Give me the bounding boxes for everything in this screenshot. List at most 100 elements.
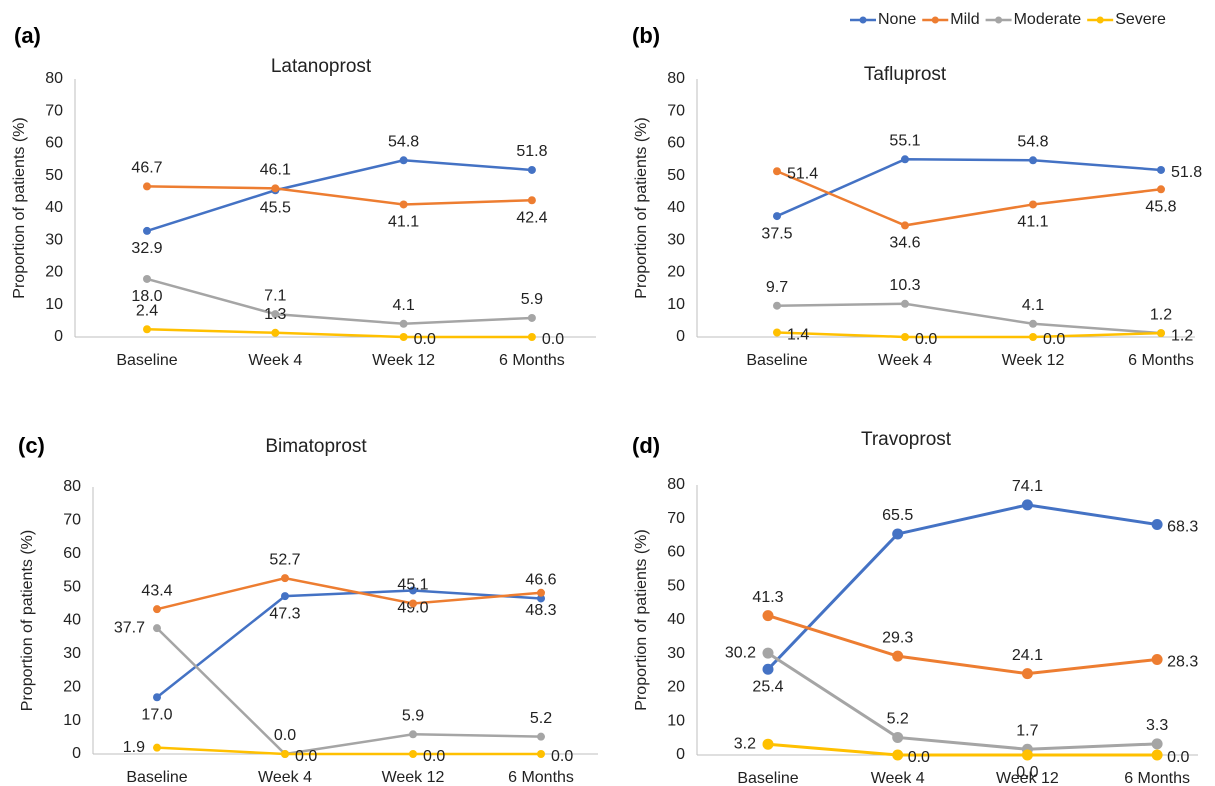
data-point xyxy=(527,165,536,174)
x-tick-label: Week 12 xyxy=(1002,352,1065,369)
y-tick-label: 0 xyxy=(676,328,685,345)
data-point xyxy=(1029,333,1037,341)
y-tick-label: 50 xyxy=(63,578,81,595)
data-label: 45.8 xyxy=(1145,199,1176,216)
data-label: 1.9 xyxy=(123,739,145,756)
chart-title: Tafluprost xyxy=(864,64,947,85)
data-label: 68.3 xyxy=(1167,519,1198,536)
y-tick-label: 70 xyxy=(667,102,685,119)
data-point xyxy=(892,749,904,761)
data-point xyxy=(773,328,781,337)
data-label: 32.9 xyxy=(131,240,162,257)
series-line xyxy=(776,302,1162,335)
y-tick-label: 60 xyxy=(667,544,685,561)
data-point xyxy=(527,313,536,322)
data-point xyxy=(1151,518,1163,530)
data-label: 41.3 xyxy=(752,589,783,606)
x-tick-label: 6 Months xyxy=(1128,352,1194,369)
data-label: 55.1 xyxy=(889,133,920,150)
data-label: 42.4 xyxy=(516,209,547,226)
data-label: 28.3 xyxy=(1167,654,1198,671)
series-line xyxy=(776,170,1162,227)
data-point xyxy=(773,212,781,221)
data-point xyxy=(901,299,909,308)
data-label: 74.1 xyxy=(1012,478,1043,495)
data-label: 49.0 xyxy=(397,600,428,617)
y-axis-label: Proportion of patients (%) xyxy=(633,117,650,298)
data-label: 46.6 xyxy=(525,572,556,589)
data-label: 30.2 xyxy=(725,644,756,661)
data-label: 34.6 xyxy=(889,235,920,252)
data-label: 0.0 xyxy=(551,748,573,765)
data-label: 4.1 xyxy=(1022,297,1044,314)
y-tick-label: 30 xyxy=(667,231,685,248)
y-axis-label: Proportion of patients (%) xyxy=(11,117,28,298)
series-line xyxy=(776,158,1162,218)
y-tick-label: 80 xyxy=(667,476,685,493)
data-point xyxy=(143,274,151,283)
data-point xyxy=(409,750,417,758)
data-label: 0.0 xyxy=(915,331,937,348)
panel-label: (c) xyxy=(18,433,45,458)
series-line xyxy=(156,589,542,699)
data-label: 0.0 xyxy=(1167,749,1189,766)
legend-marker xyxy=(1096,16,1104,24)
data-label: 37.5 xyxy=(761,225,792,242)
data-point xyxy=(1151,749,1163,761)
data-label: 0.0 xyxy=(542,331,564,348)
y-tick-label: 40 xyxy=(45,199,63,216)
data-label: 45.5 xyxy=(260,199,291,216)
series-line xyxy=(156,746,541,756)
data-point xyxy=(1021,668,1033,680)
data-point xyxy=(762,738,774,750)
data-label: 0.0 xyxy=(1016,764,1038,781)
data-point xyxy=(153,605,161,614)
data-label: 1.3 xyxy=(264,306,286,323)
data-point xyxy=(537,750,545,758)
y-tick-label: 30 xyxy=(63,645,81,662)
y-tick-label: 70 xyxy=(667,510,685,527)
data-point xyxy=(409,599,417,608)
data-point xyxy=(1021,749,1033,761)
data-point xyxy=(1021,499,1033,511)
data-point xyxy=(271,310,280,319)
data-point xyxy=(399,156,408,165)
data-label: 5.9 xyxy=(402,708,424,725)
data-point xyxy=(1029,200,1037,209)
data-point xyxy=(153,624,161,633)
series-line xyxy=(776,331,1162,339)
legend-marker xyxy=(995,16,1003,24)
data-label: 0.0 xyxy=(274,727,296,744)
data-point xyxy=(281,574,289,583)
series-line xyxy=(767,742,1158,757)
y-tick-label: 60 xyxy=(63,545,81,562)
data-point xyxy=(153,743,161,752)
y-tick-label: 30 xyxy=(45,231,63,248)
data-point xyxy=(1151,738,1163,750)
y-tick-label: 20 xyxy=(667,679,685,696)
chart-title: Bimatoprost xyxy=(265,436,367,457)
y-tick-label: 40 xyxy=(63,612,81,629)
data-point xyxy=(399,319,408,328)
data-point xyxy=(271,184,280,193)
series-line xyxy=(146,277,532,326)
data-label: 0.0 xyxy=(295,748,317,765)
x-tick-label: 6 Months xyxy=(508,769,574,786)
data-label: 7.1 xyxy=(264,287,286,304)
data-label: 1.4 xyxy=(787,327,809,344)
data-label: 65.5 xyxy=(882,507,913,524)
data-point xyxy=(1029,156,1037,165)
data-label: 54.8 xyxy=(388,133,419,150)
data-label: 5.9 xyxy=(521,291,543,308)
data-label: 0.0 xyxy=(414,331,436,348)
data-label: 52.7 xyxy=(269,551,300,568)
x-tick-label: Baseline xyxy=(746,352,807,369)
legend-marker xyxy=(931,16,939,24)
x-tick-label: 6 Months xyxy=(499,352,565,369)
data-label: 51.4 xyxy=(787,165,818,182)
y-tick-label: 10 xyxy=(63,712,81,729)
y-tick-label: 20 xyxy=(45,264,63,281)
y-tick-label: 10 xyxy=(667,296,685,313)
data-label: 54.8 xyxy=(1017,133,1048,150)
